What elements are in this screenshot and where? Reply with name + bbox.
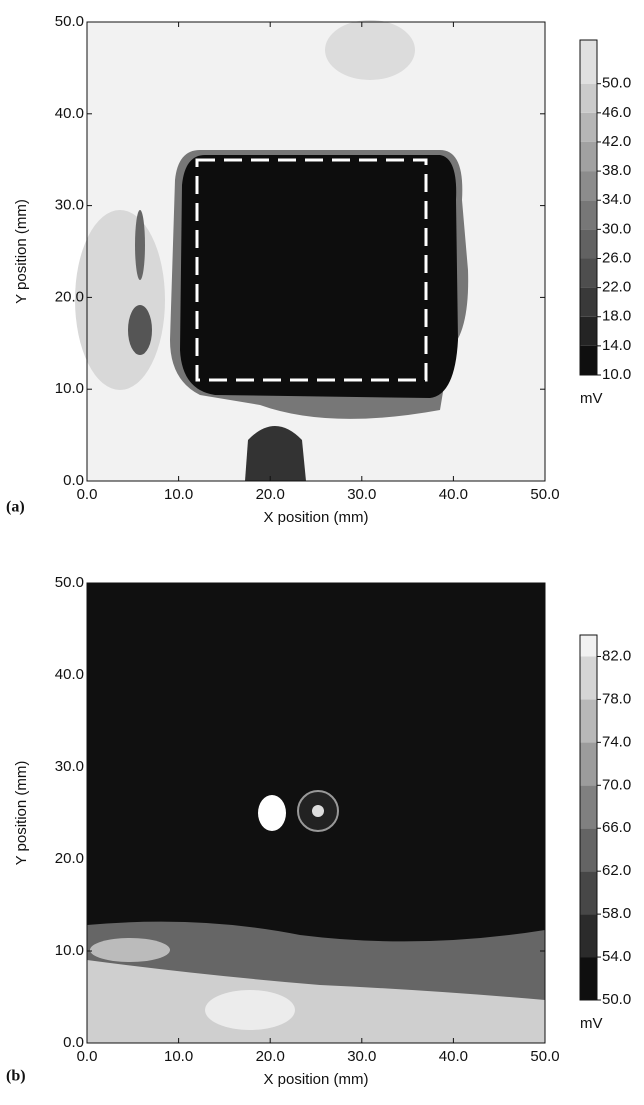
colorbar-frame — [579, 39, 598, 376]
colorbar-tick-label: 50.0 — [602, 75, 631, 92]
colorbar-band — [580, 957, 597, 1000]
colorbar-band — [580, 316, 597, 346]
x-tick-label: 50.0 — [530, 1048, 559, 1065]
y-tick-label: 40.0 — [55, 105, 84, 122]
panel-label: (b) — [6, 1068, 26, 1085]
colorbar-band — [580, 345, 597, 375]
y-tick-label: 50.0 — [55, 13, 84, 30]
colorbar-band — [580, 785, 597, 829]
y-tick-label: 0.0 — [63, 1034, 84, 1051]
colorbar-tick-label: 34.0 — [602, 191, 631, 208]
light-spot — [205, 990, 295, 1030]
y-tick-label: 20.0 — [55, 850, 84, 867]
colorbar-tick-label: 14.0 — [602, 337, 631, 354]
y-tick-label: 10.0 — [55, 942, 84, 959]
colorbar-band — [580, 635, 597, 657]
colorbar-band — [580, 871, 597, 915]
colorbar-band — [580, 914, 597, 958]
plot-frame — [86, 21, 546, 482]
x-tick-label: 50.0 — [530, 486, 559, 503]
y-tick-label: 30.0 — [55, 197, 84, 214]
colorbar-frame — [579, 634, 598, 1001]
colorbar-band — [580, 171, 597, 201]
colorbar-tick-label: 30.0 — [602, 220, 631, 237]
bright-spot — [258, 795, 286, 831]
field-b — [87, 583, 545, 1043]
light-region — [325, 20, 415, 80]
colorbar-tick-label: 78.0 — [602, 690, 631, 707]
colorbar-band — [580, 112, 597, 142]
colorbar-tick-label: 38.0 — [602, 162, 631, 179]
colorbar-band — [580, 742, 597, 786]
light-region — [75, 210, 165, 390]
plot-frame — [86, 582, 546, 1044]
y-tick-label: 10.0 — [55, 380, 84, 397]
light-region — [87, 960, 545, 1043]
colorbar-band — [580, 200, 597, 230]
colorbar-tick-label: 82.0 — [602, 647, 631, 664]
x-tick-label: 10.0 — [164, 1048, 193, 1065]
x-tick-label: 0.0 — [77, 1048, 98, 1065]
colorbar-tick-label: 26.0 — [602, 249, 631, 266]
x-tick-label: 20.0 — [256, 1048, 285, 1065]
colorbar-unit: mV — [580, 1015, 603, 1032]
colorbar-tick-label: 46.0 — [602, 104, 631, 121]
colorbar-tick-label: 50.0 — [602, 991, 631, 1008]
y-axis-label: Y position (mm) — [13, 199, 30, 304]
colorbar-tick-label: 54.0 — [602, 948, 631, 965]
dark-spot — [135, 210, 145, 280]
colorbar-band — [580, 40, 597, 84]
colorbar-tick-label: 62.0 — [602, 862, 631, 879]
colorbar-band — [580, 656, 597, 700]
colorbar-band — [580, 287, 597, 317]
colorbar-band — [580, 699, 597, 743]
x-tick-label: 10.0 — [164, 486, 193, 503]
y-tick-label: 50.0 — [55, 574, 84, 591]
x-tick-label: 20.0 — [256, 486, 285, 503]
colorbar-band — [580, 83, 597, 113]
colorbar-band — [580, 828, 597, 872]
field-a — [75, 20, 545, 481]
y-tick-label: 30.0 — [55, 758, 84, 775]
y-tick-label: 40.0 — [55, 666, 84, 683]
dark-spot — [128, 305, 152, 355]
x-axis-label: X position (mm) — [263, 1071, 368, 1088]
dashed-outline — [195, 158, 428, 382]
light-spot — [90, 938, 170, 962]
colorbar-tick-label: 18.0 — [602, 308, 631, 325]
y-tick-label: 20.0 — [55, 288, 84, 305]
x-tick-label: 0.0 — [77, 486, 98, 503]
dark-blob — [245, 426, 306, 481]
panel-label: (a) — [6, 499, 25, 516]
x-tick-label: 30.0 — [347, 486, 376, 503]
colorbar-tick-label: 42.0 — [602, 133, 631, 150]
colorbar-tick-label: 70.0 — [602, 776, 631, 793]
colorbar-tick-label: 22.0 — [602, 279, 631, 296]
x-axis-label: X position (mm) — [263, 509, 368, 526]
ring-core — [312, 805, 324, 817]
dark-square — [180, 155, 458, 398]
colorbar-band — [580, 258, 597, 288]
colorbar-tick-label: 66.0 — [602, 819, 631, 836]
y-tick-label: 0.0 — [63, 472, 84, 489]
colorbar-band — [580, 229, 597, 259]
x-tick-label: 40.0 — [439, 486, 468, 503]
colorbar-tick-label: 10.0 — [602, 366, 631, 383]
colorbar-tick-label: 58.0 — [602, 905, 631, 922]
x-tick-label: 30.0 — [347, 1048, 376, 1065]
colorbar-unit: mV — [580, 390, 603, 407]
colorbar-tick-label: 74.0 — [602, 733, 631, 750]
y-axis-label: Y position (mm) — [13, 761, 30, 866]
colorbar-band — [580, 141, 597, 172]
x-tick-label: 40.0 — [439, 1048, 468, 1065]
